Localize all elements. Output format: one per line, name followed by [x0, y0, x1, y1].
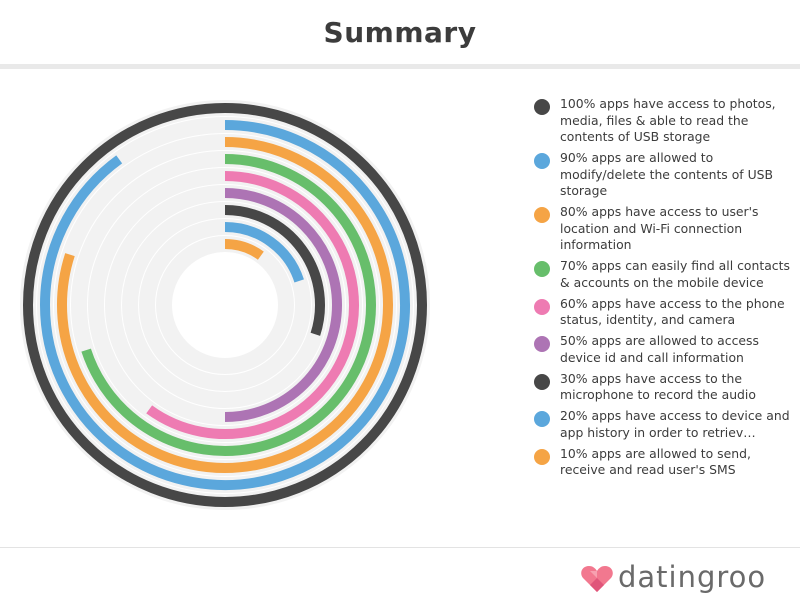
page-title: Summary — [323, 16, 477, 49]
legend-label: 90% apps are allowed to modify/delete th… — [560, 150, 774, 198]
radial-bar-chart — [20, 100, 430, 510]
legend-item: 100% apps have access to photos, media, … — [530, 96, 790, 146]
legend-item: 60% apps have access to the phone status… — [530, 296, 790, 329]
legend-label: 100% apps have access to photos, media, … — [560, 96, 776, 144]
radial-bar-90 — [40, 120, 410, 490]
chart-legend: 100% apps have access to photos, media, … — [530, 96, 790, 483]
header: Summary — [0, 0, 800, 69]
brand-logo[interactable]: datingroo — [580, 558, 790, 598]
radial-bar-10 — [224, 239, 264, 260]
ring-track — [156, 236, 294, 374]
legend-label: 50% apps are allowed to access device id… — [560, 333, 759, 365]
radial-bar-20 — [224, 222, 304, 283]
legend-label: 70% apps can easily find all contacts & … — [560, 258, 790, 290]
legend-label: 30% apps have access to the microphone t… — [560, 370, 756, 403]
legend-item: 70% apps can easily find all contacts & … — [530, 258, 790, 291]
legend-dot — [534, 411, 550, 427]
footer-divider — [0, 547, 800, 548]
legend-dot — [534, 448, 550, 465]
legend-label: 10% apps are allowed to send, receive an… — [560, 445, 751, 478]
legend-dot — [534, 99, 550, 115]
legend-dot — [534, 298, 550, 315]
legend-dot — [534, 373, 550, 390]
legend-label: 20% apps have access to device and app h… — [560, 408, 790, 440]
radial-bar-100 — [23, 103, 427, 507]
legend-item: 50% apps are allowed to access device id… — [530, 333, 790, 366]
brand-name: datingroo — [618, 560, 767, 594]
legend-dot — [534, 261, 550, 277]
legend-item: 10% apps are allowed to send, receive an… — [530, 446, 790, 479]
radial-bar-50 — [224, 188, 342, 422]
heart-logo-icon — [581, 566, 613, 592]
legend-item: 20% apps have access to device and app h… — [530, 408, 790, 441]
radial-bar-70 — [81, 154, 376, 456]
legend-dot — [534, 207, 550, 223]
legend-item: 90% apps are allowed to modify/delete th… — [530, 150, 790, 200]
radial-bar-60 — [146, 171, 359, 439]
legend-dot — [534, 336, 550, 352]
legend-item: 30% apps have access to the microphone t… — [530, 371, 790, 404]
radial-bar-30 — [224, 205, 325, 336]
legend-label: 80% apps have access to user's location … — [560, 204, 759, 252]
legend-dot — [534, 153, 550, 169]
legend-label: 60% apps have access to the phone status… — [560, 295, 785, 328]
legend-item: 80% apps have access to user's location … — [530, 204, 790, 254]
radial-bar-80 — [57, 137, 393, 473]
